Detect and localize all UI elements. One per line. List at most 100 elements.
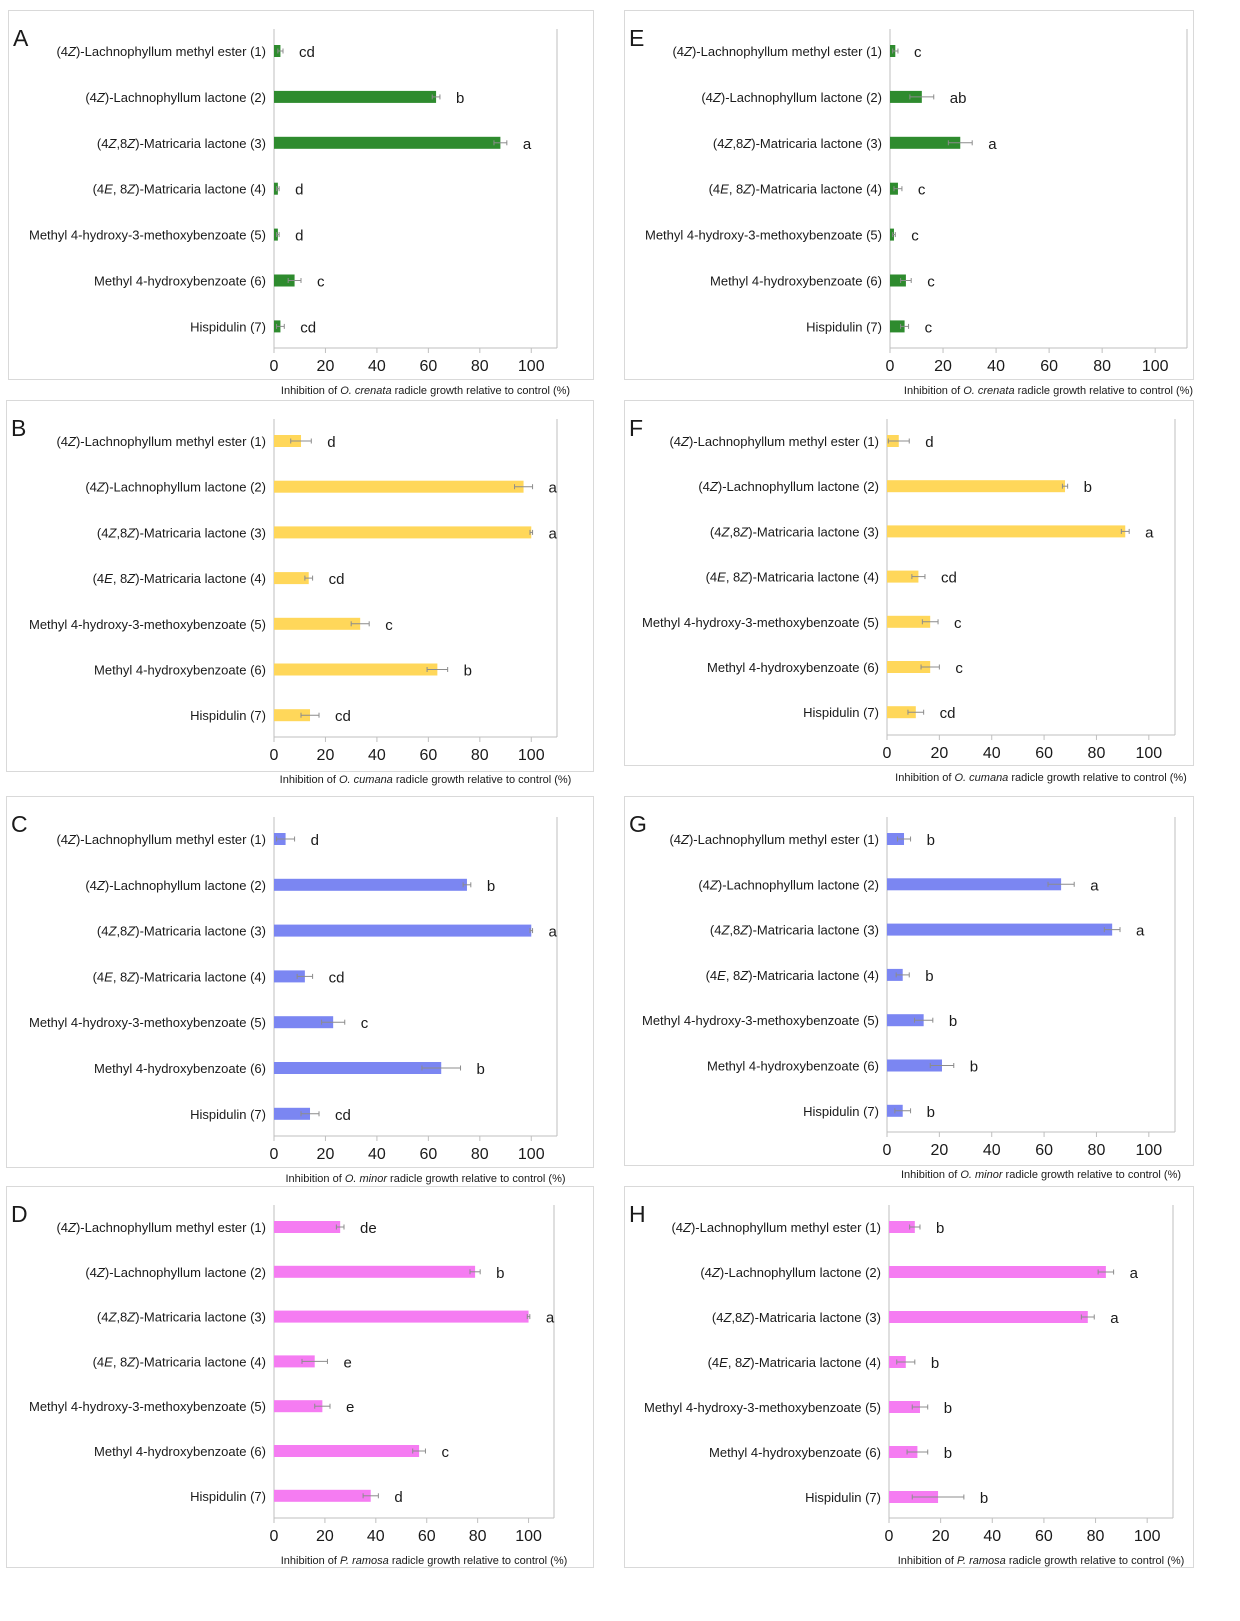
x-tick-label: 20 bbox=[317, 358, 335, 375]
chart-panel-d: D 0 20 40 60 80 100 Inhibition of P. ramosa ra… bbox=[6, 1186, 594, 1568]
significance-letter: c bbox=[918, 182, 926, 199]
category-label: Hispidulin (7) bbox=[803, 1104, 879, 1119]
x-tick-label: 0 bbox=[886, 358, 895, 375]
bar bbox=[890, 274, 906, 287]
category-label: (4Z)-Lachnophyllum methyl ester (1) bbox=[56, 44, 266, 59]
bar-chart: 0 20 40 60 80 100 Inhibition of O. minor radic… bbox=[29, 817, 566, 1185]
significance-letter: c bbox=[927, 274, 935, 291]
significance-letter: b bbox=[496, 1265, 504, 1282]
x-tick-label: 60 bbox=[419, 747, 437, 764]
significance-letter: cd bbox=[299, 44, 315, 61]
significance-letter: a bbox=[523, 136, 532, 153]
x-tick-label: 80 bbox=[1088, 745, 1106, 762]
significance-letter: a bbox=[988, 136, 997, 153]
significance-letter: a bbox=[549, 525, 558, 542]
category-label: Methyl 4-hydroxybenzoate (6) bbox=[707, 1059, 879, 1074]
significance-letter: c bbox=[955, 660, 963, 677]
x-tick-label: 80 bbox=[471, 1146, 489, 1163]
x-tick-label: 100 bbox=[1134, 1528, 1161, 1545]
bar bbox=[887, 706, 916, 719]
category-label: (4Z)-Lachnophyllum lactone (2) bbox=[698, 877, 879, 892]
bar bbox=[274, 1310, 529, 1323]
x-tick-label: 100 bbox=[1142, 358, 1169, 375]
category-label: Methyl 4-hydroxybenzoate (6) bbox=[94, 274, 266, 289]
significance-letter: cd bbox=[329, 969, 345, 986]
significance-letter: d bbox=[311, 832, 319, 849]
bar bbox=[274, 1355, 315, 1368]
bar bbox=[890, 320, 905, 333]
x-axis-label: Inhibition of P. ramosa radicle growth r… bbox=[281, 1555, 568, 1567]
bar bbox=[887, 615, 931, 628]
panel-label: C bbox=[11, 811, 28, 837]
significance-letter: c bbox=[441, 1444, 449, 1461]
significance-letter: cd bbox=[335, 1107, 351, 1124]
bar bbox=[274, 435, 302, 447]
category-label: Methyl 4-hydroxy-3-methoxybenzoate (5) bbox=[645, 228, 882, 243]
bar bbox=[274, 228, 278, 241]
significance-letter: a bbox=[1136, 923, 1145, 940]
significance-letter: d bbox=[925, 434, 933, 451]
x-tick-label: 60 bbox=[419, 358, 437, 375]
category-label: Methyl 4-hydroxybenzoate (6) bbox=[94, 1061, 266, 1076]
x-tick-label: 60 bbox=[1035, 745, 1053, 762]
significance-letter: d bbox=[295, 228, 303, 245]
x-tick-label: 20 bbox=[316, 1528, 334, 1545]
panel-label: E bbox=[629, 25, 645, 51]
significance-letter: c bbox=[361, 1015, 369, 1032]
category-label: Methyl 4-hydroxybenzoate (6) bbox=[710, 274, 882, 289]
panel-label: G bbox=[629, 811, 647, 837]
significance-letter: a bbox=[1130, 1265, 1139, 1282]
category-label: Methyl 4-hydroxy-3-methoxybenzoate (5) bbox=[29, 1399, 266, 1414]
significance-letter: c bbox=[911, 228, 919, 245]
bar bbox=[274, 480, 524, 493]
significance-letter: b bbox=[1084, 479, 1092, 496]
bar bbox=[889, 1401, 920, 1413]
x-tick-label: 80 bbox=[471, 358, 489, 375]
x-axis-label: Inhibition of O. cumana radicle growth r… bbox=[895, 772, 1187, 784]
significance-letter: a bbox=[549, 924, 558, 941]
bar bbox=[274, 572, 309, 585]
category-label: Methyl 4-hydroxybenzoate (6) bbox=[94, 663, 266, 678]
significance-letter: b bbox=[931, 1355, 939, 1372]
x-tick-label: 0 bbox=[270, 747, 279, 764]
x-tick-label: 40 bbox=[983, 1528, 1001, 1545]
significance-letter: b bbox=[925, 968, 933, 985]
significance-letter: b bbox=[944, 1400, 952, 1417]
category-label: (4Z,8Z)-Matricaria lactone (3) bbox=[710, 923, 879, 938]
bar-chart: 0 20 40 60 80 100 Inhibition of O. minor radic… bbox=[642, 817, 1181, 1181]
bar bbox=[889, 1446, 918, 1458]
bar bbox=[274, 970, 305, 983]
category-label: Hispidulin (7) bbox=[803, 705, 879, 720]
significance-letter: b bbox=[927, 1104, 935, 1121]
x-tick-label: 60 bbox=[419, 1146, 437, 1163]
significance-letter: e bbox=[343, 1354, 351, 1371]
significance-letter: b bbox=[456, 90, 464, 107]
bar-chart: 0 20 40 60 80 100 Inhibition of O. cumana radi… bbox=[642, 419, 1187, 784]
bar bbox=[274, 709, 311, 722]
x-tick-label: 80 bbox=[1087, 1528, 1105, 1545]
chart-panel-h: H 0 20 40 60 80 100 Inhibition of P. ramosa ra… bbox=[624, 1186, 1194, 1568]
bar bbox=[887, 1014, 924, 1027]
bar bbox=[274, 1445, 420, 1457]
significance-letter: b bbox=[487, 878, 495, 895]
category-label: (4E, 8Z)-Matricaria lactone (4) bbox=[706, 968, 879, 983]
significance-letter: e bbox=[346, 1399, 354, 1416]
category-label: Methyl 4-hydroxy-3-methoxybenzoate (5) bbox=[642, 615, 879, 630]
x-tick-label: 60 bbox=[1035, 1142, 1053, 1159]
significance-letter: cd bbox=[941, 570, 957, 587]
x-tick-label: 40 bbox=[983, 1142, 1001, 1159]
x-tick-label: 20 bbox=[932, 1528, 950, 1545]
bar bbox=[274, 663, 438, 676]
category-label: Methyl 4-hydroxy-3-methoxybenzoate (5) bbox=[642, 1013, 879, 1028]
bar bbox=[274, 182, 278, 195]
x-tick-label: 60 bbox=[418, 1528, 436, 1545]
x-tick-label: 60 bbox=[1035, 1528, 1053, 1545]
significance-letter: c bbox=[954, 615, 962, 632]
significance-letter: c bbox=[317, 274, 325, 291]
category-label: (4Z,8Z)-Matricaria lactone (3) bbox=[713, 136, 882, 151]
bar bbox=[274, 1489, 371, 1502]
significance-letter: a bbox=[546, 1310, 555, 1327]
bar bbox=[887, 480, 1066, 493]
category-label: (4Z)-Lachnophyllum lactone (2) bbox=[700, 1265, 881, 1280]
significance-letter: d bbox=[327, 434, 335, 451]
